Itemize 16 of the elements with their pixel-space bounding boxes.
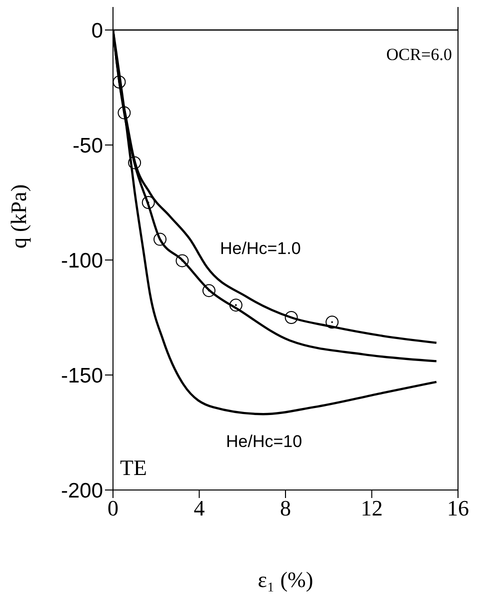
y-tick-label: -150: [60, 364, 103, 388]
annotation: OCR=6.0: [386, 45, 452, 64]
x-tick-label: 8: [280, 496, 291, 521]
x-axis-title: ε₁ (%): [258, 567, 314, 592]
annotation: He/Hc=1.0: [220, 239, 301, 258]
y-axis-title: q (kPa): [6, 184, 31, 248]
x-tick-label: 4: [194, 496, 205, 521]
y-tick-label: -50: [72, 134, 103, 158]
y-tick-label: -200: [60, 479, 103, 502]
x-tick-label: 0: [108, 496, 118, 521]
annotation: He/Hc=10: [226, 432, 302, 451]
y-tick-label: -100: [60, 249, 103, 272]
x-tick-label: 16: [447, 496, 469, 521]
y-tick-label: 0: [91, 19, 103, 42]
x-tick-label: 12: [360, 496, 383, 521]
annotation: TE: [120, 455, 147, 480]
